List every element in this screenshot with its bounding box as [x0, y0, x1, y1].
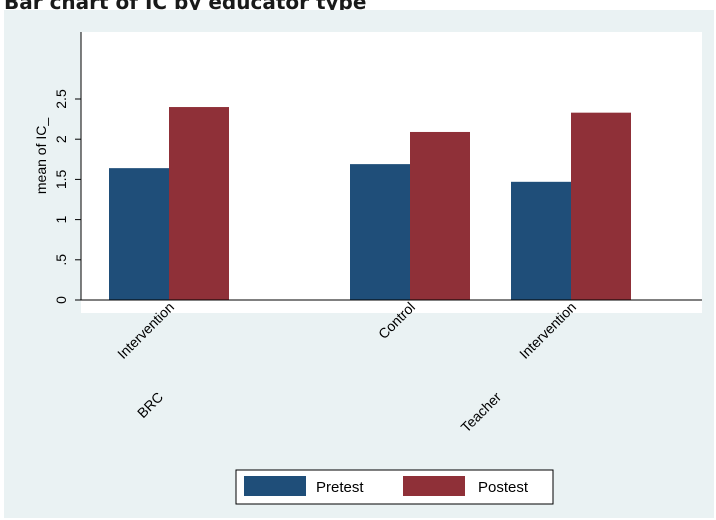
bar-pretest-2: [511, 181, 571, 300]
y-axis-label: mean of IC_: [33, 118, 49, 194]
bars-layer: [109, 107, 631, 300]
group-labels-layer: BRC Teacher: [134, 389, 504, 436]
y-tick-label-0: 0: [53, 296, 69, 304]
bar-postest-2: [571, 112, 631, 300]
y-tick-label-4: 2: [53, 135, 69, 143]
legend-label-postest: Postest: [478, 479, 529, 496]
y-tick-label-5: 2.5: [53, 89, 69, 109]
chart-frame: 0.5 1 1.5 2 2.5 mean of IC_ Intervention Cont…: [4, 10, 714, 518]
legend-swatch-pretest: [244, 476, 306, 496]
group-label-teacher: Teacher: [458, 389, 505, 436]
bar-chart: 0.511.522.5 mean of IC_ Intervention Cont…: [33, 32, 702, 505]
bar-postest-1: [410, 131, 470, 300]
y-tick-label-2: 1: [53, 215, 69, 223]
legend-label-pretest: Pretest: [316, 479, 364, 496]
group-label-brc: BRC: [134, 389, 166, 421]
y-ticks-layer: 0 .5 1 1.5 2 2.5: [53, 89, 81, 304]
legend-swatch-postest: [403, 476, 465, 496]
legend: Pretest Postest: [244, 476, 529, 496]
bar-pretest-1: [350, 164, 410, 300]
y-tick-label-3: 1.5: [53, 169, 69, 189]
bar-pretest-0: [109, 168, 169, 300]
y-tick-label-1: .5: [53, 254, 69, 266]
bar-postest-0: [169, 107, 229, 300]
